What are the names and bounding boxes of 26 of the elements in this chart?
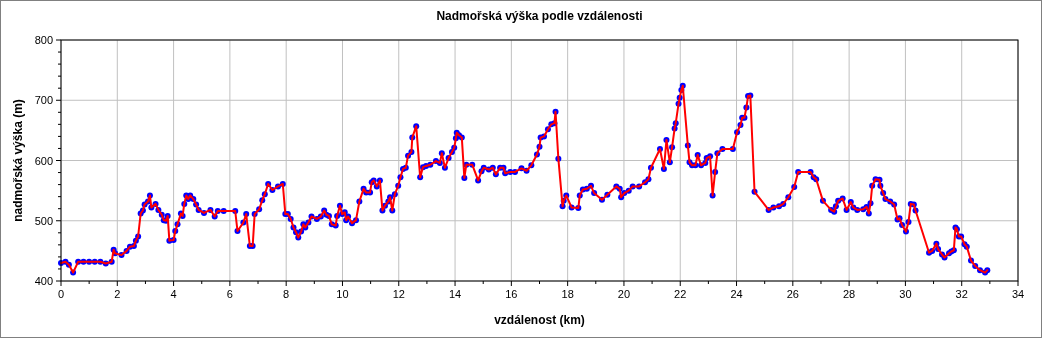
x-tick-label: 10	[336, 288, 349, 300]
y-tick-label: 600	[34, 154, 53, 167]
x-axis-title: vzdálenost (km)	[494, 313, 585, 327]
x-tick-label: 0	[57, 288, 65, 300]
chart-title: Nadmořská výška podle vzdálenosti	[436, 9, 643, 23]
x-tick-label: 22	[674, 288, 687, 300]
x-tick-label: 18	[561, 288, 574, 300]
x-tick-label: 20	[617, 288, 631, 300]
y-axis-title: nadmořská výška (m)	[11, 99, 25, 222]
x-tick-label: 6	[226, 288, 233, 300]
y-tick-label: 500	[34, 214, 53, 227]
y-tick-label: 700	[34, 94, 53, 107]
x-tick-label: 12	[392, 288, 405, 300]
x-tick-label: 26	[786, 288, 799, 300]
x-tick-label: 8	[283, 288, 290, 300]
y-tick-label: 400	[34, 275, 53, 287]
x-tick-label: 14	[448, 288, 462, 300]
x-tick-label: 34	[1011, 288, 1025, 300]
x-tick-label: 32	[955, 288, 968, 300]
y-tick-label: 800	[34, 34, 53, 46]
x-tick-label: 28	[842, 288, 856, 300]
x-tick-label: 24	[730, 288, 743, 300]
x-tick-label: 16	[505, 288, 518, 300]
x-tick-label: 4	[170, 288, 177, 300]
x-tick-label: 30	[899, 288, 912, 300]
x-tick-label: 2	[114, 288, 121, 300]
